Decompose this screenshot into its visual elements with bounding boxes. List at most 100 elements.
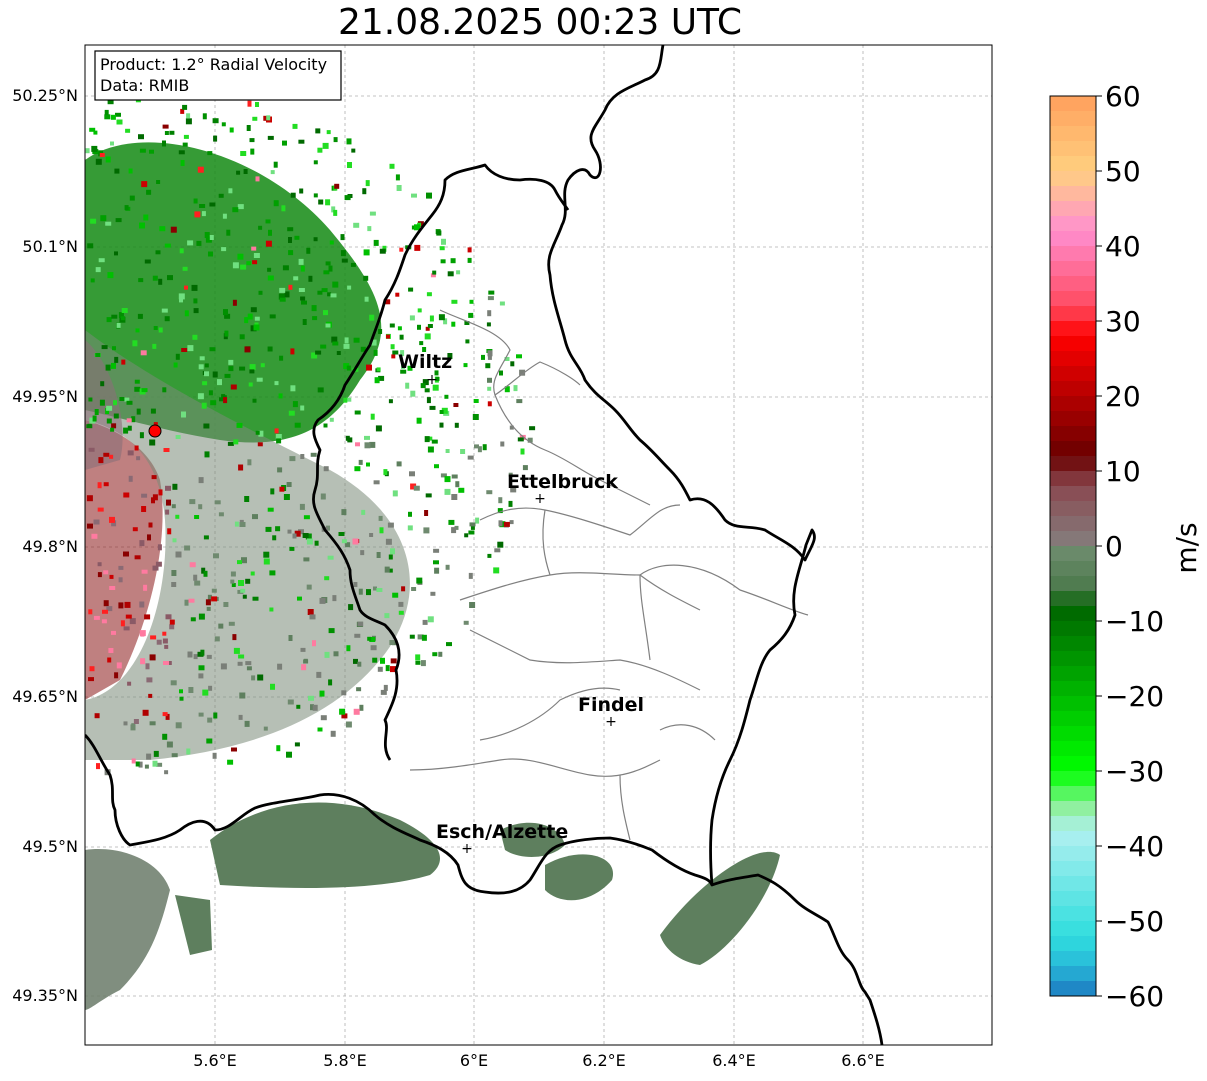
- radar-pixel: [354, 466, 361, 472]
- radar-pixel: [134, 379, 140, 384]
- radar-pixel: [233, 439, 239, 445]
- radar-pixel: [121, 308, 128, 313]
- radar-pixel: [131, 758, 136, 764]
- radar-pixel: [184, 285, 188, 290]
- radar-pixel: [120, 620, 125, 627]
- radar-pixel: [369, 533, 374, 537]
- radar-pixel: [383, 684, 388, 691]
- radar-pixel: [172, 538, 177, 543]
- radar-pixel: [161, 308, 168, 313]
- radar-pixel: [270, 170, 275, 175]
- radar-pixel: [341, 713, 348, 719]
- radar-pixel: [116, 662, 122, 669]
- radar-pixel: [246, 666, 252, 671]
- radar-pixel: [227, 441, 234, 446]
- radar-pixel: [308, 695, 314, 701]
- radar-pixel: [290, 348, 295, 355]
- radar-pixel: [273, 161, 278, 168]
- radar-pixel: [443, 318, 448, 325]
- radar-pixel: [294, 742, 300, 747]
- colorbar-band: [1050, 126, 1096, 142]
- radar-pixel: [274, 381, 279, 386]
- colorbar-band: [1050, 756, 1096, 772]
- radar-pixel: [97, 562, 102, 567]
- radar-pixel: [320, 715, 327, 721]
- radar-pixel: [147, 534, 151, 541]
- colorbar-band: [1050, 846, 1096, 862]
- clutter-region: [85, 849, 170, 1010]
- radar-pixel: [143, 584, 148, 591]
- radar-pixel: [123, 492, 130, 498]
- radar-pixel: [482, 444, 487, 451]
- radar-pixel: [422, 347, 427, 352]
- radar-pixel: [228, 366, 234, 372]
- colorbar-band: [1050, 426, 1096, 442]
- radar-pixel: [129, 195, 135, 201]
- radar-pixel: [376, 588, 383, 592]
- radar-pixel: [198, 504, 203, 510]
- radar-pixel: [190, 617, 196, 622]
- colorbar-band: [1050, 921, 1096, 937]
- radar-pixel: [509, 425, 514, 430]
- colorbar-band: [1050, 561, 1096, 577]
- radar-pixel: [94, 409, 99, 415]
- radar-pixel: [267, 135, 274, 140]
- radar-pixel: [204, 232, 210, 238]
- radar-pixel: [351, 148, 356, 153]
- radar-pixel: [306, 538, 313, 545]
- radar-pixel: [121, 359, 126, 365]
- radar-pixel: [300, 647, 306, 652]
- radar-pixel: [312, 640, 316, 647]
- radar-pixel: [181, 348, 188, 352]
- radar-pixel: [431, 439, 438, 444]
- colorbar-band: [1050, 501, 1096, 517]
- radar-pixel: [509, 520, 514, 525]
- radar-pixel: [93, 130, 98, 135]
- radar-pixel: [487, 401, 492, 407]
- radar-pixel: [279, 297, 286, 302]
- colorbar-band: [1050, 321, 1096, 337]
- colorbar-band: [1050, 306, 1096, 322]
- radar-pixel: [419, 341, 424, 346]
- radar-pixel: [179, 248, 184, 254]
- radar-pixel: [188, 598, 195, 603]
- radar-pixel: [206, 654, 212, 659]
- colorbar-band: [1050, 486, 1096, 502]
- radar-pixel: [230, 571, 236, 577]
- radar-pixel: [333, 209, 338, 216]
- colorbar-tick-label: 30: [1105, 305, 1141, 338]
- radar-pixel: [424, 388, 430, 393]
- city-ettelbruck: Ettelbruck +: [507, 471, 618, 507]
- velocity-speckle: [85, 95, 536, 776]
- radar-pixel: [252, 116, 258, 121]
- radar-pixel: [390, 548, 395, 555]
- radar-pixel: [369, 637, 376, 642]
- radar-pixel: [265, 219, 271, 224]
- radar-pixel: [310, 452, 317, 457]
- radar-pixel: [224, 330, 229, 337]
- radar-pixel: [267, 346, 273, 352]
- product-label: Product: 1.2° Radial Velocity: [100, 55, 327, 74]
- radar-pixel: [411, 587, 417, 591]
- radar-pixel: [346, 645, 351, 652]
- radar-pixel: [416, 577, 423, 584]
- radar-pixel: [198, 673, 204, 679]
- radar-pixel: [415, 654, 421, 661]
- radar-pixel: [392, 350, 399, 355]
- radar-pixel: [173, 362, 178, 368]
- radar-pixel: [180, 108, 185, 114]
- radar-pixel: [237, 204, 244, 210]
- radar-pixel: [138, 761, 143, 768]
- radar-pixel: [298, 139, 305, 144]
- radar-pixel: [208, 251, 213, 257]
- colorbar-band: [1050, 471, 1096, 487]
- radar-pixel: [320, 493, 326, 500]
- colorbar-band: [1050, 816, 1096, 832]
- radar-pixel: [407, 525, 413, 531]
- radar-pixel: [149, 721, 156, 726]
- radar-pixel: [407, 365, 413, 371]
- radar-pixel: [260, 363, 265, 368]
- radar-pixel: [339, 708, 346, 715]
- radar-pixel: [252, 398, 257, 403]
- radar-pixel: [189, 499, 196, 505]
